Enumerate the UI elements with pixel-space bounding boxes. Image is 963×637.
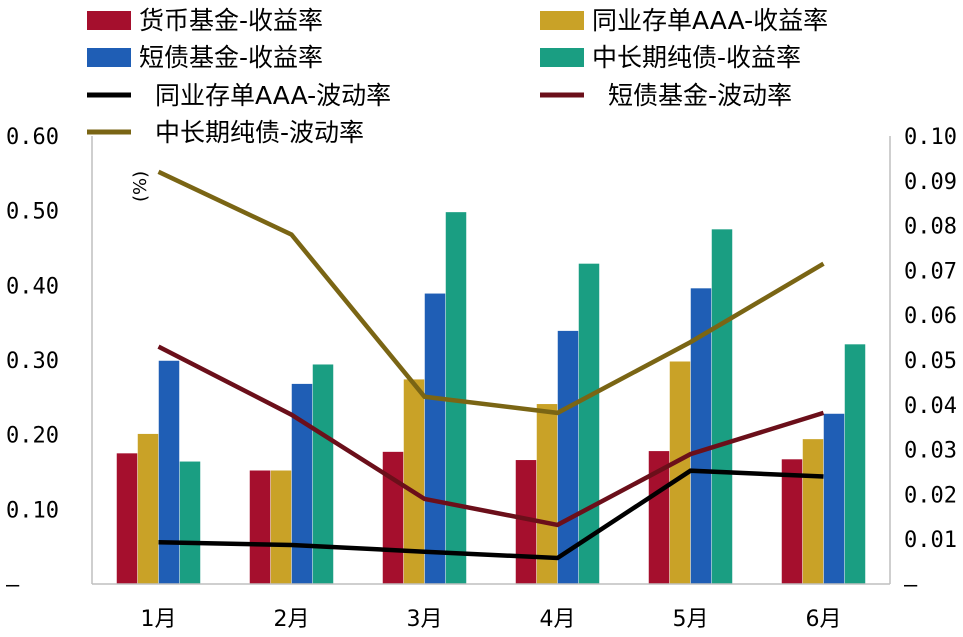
legend-swatch	[87, 48, 131, 67]
right-tick-label: 0.08	[904, 215, 957, 240]
right-tick-label: 0.06	[904, 304, 957, 329]
bar	[403, 379, 425, 584]
right-tick-label: 0.02	[904, 483, 957, 508]
bar	[823, 413, 845, 584]
left-tick-label: 0.20	[6, 424, 59, 449]
lines-group	[157, 169, 825, 561]
bar	[648, 451, 670, 584]
right-tick-label: 0.03	[904, 439, 957, 464]
right-tick-label: 0.07	[904, 259, 957, 284]
bar	[179, 461, 201, 584]
right-tick-label: 0.05	[904, 349, 957, 374]
series-line	[157, 344, 825, 528]
left-tick-label: –	[6, 573, 20, 598]
x-tick-label: 2月	[274, 607, 310, 632]
x-tick-label: 6月	[806, 607, 842, 632]
left-tick-label: 0.50	[6, 200, 59, 225]
bars-group	[116, 212, 866, 585]
legend-label: 中长期纯债-收益率	[592, 43, 801, 72]
series-line	[158, 468, 824, 561]
legend-swatch	[540, 11, 584, 30]
bar	[249, 470, 271, 584]
legend-swatch	[540, 48, 584, 67]
legend-label: 中长期纯债-波动率	[155, 118, 364, 147]
bar	[802, 439, 824, 584]
right-tick-label: 0.01	[904, 528, 957, 553]
bar	[711, 229, 733, 585]
legend-label: 短债基金-收益率	[139, 43, 323, 72]
legend-label: 短债基金-波动率	[608, 81, 792, 110]
bar	[291, 383, 313, 584]
right-tick-label: 0.09	[904, 170, 957, 195]
bar	[669, 361, 691, 584]
right-tick-label: 0.04	[904, 394, 957, 419]
legend-label: 货币基金-收益率	[139, 6, 323, 35]
x-axis: 1月 2月 3月 4月 5月 6月	[92, 583, 890, 632]
left-tick-label: 0.60	[6, 125, 59, 150]
bar	[312, 364, 334, 584]
x-tick-label: 4月	[540, 607, 576, 632]
series-line	[157, 169, 825, 416]
bar	[536, 404, 558, 584]
bar	[515, 460, 537, 584]
x-tick-label: 3月	[407, 607, 443, 632]
bar	[158, 360, 180, 584]
bar	[844, 344, 866, 584]
bar	[270, 470, 292, 584]
bar	[690, 288, 712, 584]
left-axis: 0.60 0.50 0.40 0.30 0.20 0.10 –	[6, 125, 93, 598]
left-tick-label: 0.30	[6, 349, 59, 374]
bar	[781, 459, 803, 584]
left-tick-label: 0.10	[6, 498, 59, 523]
bar	[424, 293, 446, 584]
right-tick-label: –	[904, 573, 918, 598]
x-tick-label: 1月	[141, 607, 177, 632]
right-tick-label: 0.10	[904, 125, 957, 150]
bar	[382, 451, 404, 584]
x-tick-label: 5月	[673, 607, 709, 632]
legend-label: 同业存单AAA-收益率	[592, 6, 828, 35]
bar	[137, 433, 159, 584]
legend-swatch	[87, 11, 131, 30]
left-tick-label: 0.40	[6, 274, 59, 299]
bar	[116, 453, 138, 584]
bar	[445, 212, 467, 584]
unit-label: (%)	[130, 171, 151, 202]
legend-label: 同业存单AAA-波动率	[155, 81, 391, 110]
right-axis: 0.10 0.09 0.08 0.07 0.06 0.05 0.04 0.03 0.02 0.01…	[889, 125, 957, 598]
